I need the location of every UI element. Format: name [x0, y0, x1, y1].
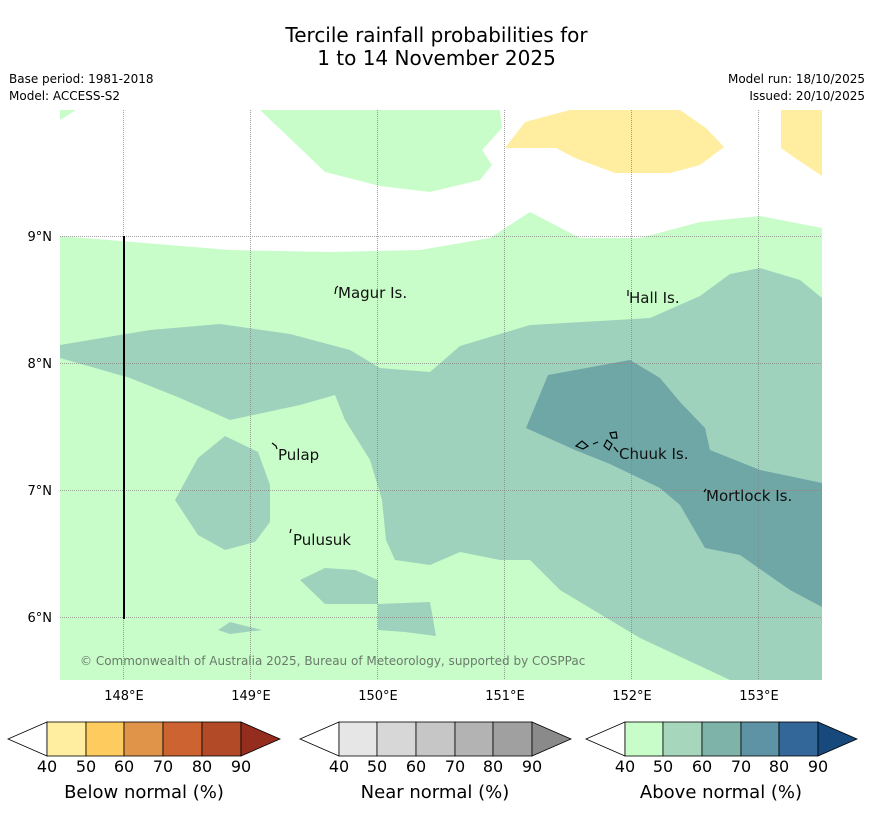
- colorbar-swatch: [46, 721, 87, 757]
- colorbar-swatch: [201, 721, 242, 757]
- colorbar-swatch: [624, 721, 664, 757]
- colorbar-swatch: [85, 721, 125, 757]
- colorbar-tick: 50: [367, 757, 387, 776]
- colorbar-extension-low: [298, 721, 340, 757]
- colorbar-tick: 70: [731, 757, 751, 776]
- colorbar-swatch: [123, 721, 164, 757]
- colorbar-swatch: [492, 721, 533, 757]
- issued-label: Issued: 20/10/2025: [749, 89, 865, 103]
- mortlock-island-shape: [703, 488, 707, 493]
- colorbar-title: Below normal (%): [64, 782, 224, 803]
- chuuk-lagoon-shape: [574, 431, 619, 453]
- x-tick-label: 150°E: [358, 689, 398, 704]
- colorbar-tick: 60: [692, 757, 712, 776]
- probability-field: [60, 110, 822, 680]
- above-60-70-chuuk-region: [526, 360, 822, 607]
- x-tick-label: 151°E: [485, 689, 525, 704]
- above-50-60-south-blob-2: [378, 602, 436, 636]
- colorbar-extension-low: [6, 721, 48, 757]
- x-axis-labels: 148°E 149°E 150°E 151°E 152°E 153°E: [104, 689, 779, 704]
- colorbar-title: Near normal (%): [361, 782, 510, 803]
- colorbar-tick: 40: [37, 757, 57, 776]
- place-hall: Hall Is.: [629, 289, 680, 307]
- pulap-island-shape: [271, 442, 278, 450]
- colorbar-tick: 60: [406, 757, 426, 776]
- y-tick-label: 8°N: [28, 357, 53, 372]
- colorbar-extension-low: [584, 721, 626, 757]
- pulusuk-island-shape: [289, 528, 292, 534]
- colorbar-tick: 70: [445, 757, 465, 776]
- colorbar-swatch: [740, 721, 780, 757]
- colorbar-swatch: [454, 721, 494, 757]
- colorbar-swatch: [162, 721, 203, 757]
- colorbar-tick: 80: [483, 757, 503, 776]
- above-40-50-north-region: [260, 110, 502, 192]
- colorbar-swatch: [415, 721, 456, 757]
- above-50-60-small-blob: [218, 622, 262, 634]
- place-pulusuk: Pulusuk: [293, 531, 351, 549]
- model-label: Model: ACCESS-S2: [9, 89, 121, 103]
- colorbar-tick: 80: [769, 757, 789, 776]
- colorbar-extension-high: [240, 721, 282, 757]
- colorbar-tick: 50: [653, 757, 673, 776]
- copyright-notice: © Commonwealth of Australia 2025, Bureau…: [80, 654, 585, 668]
- title-line-1: Tercile rainfall probabilities for: [285, 23, 588, 47]
- place-magur: Magur Is.: [338, 284, 407, 302]
- magur-island-shape: [334, 285, 339, 295]
- colorbar-swatch: [778, 721, 819, 757]
- place-pulap: Pulap: [278, 446, 319, 464]
- place-chuuk: Chuuk Is.: [619, 445, 688, 463]
- model-run-label: Model run: 18/10/2025: [727, 72, 865, 86]
- colorbar-tick: 90: [522, 757, 542, 776]
- above-50-60-west-blob: [175, 436, 270, 550]
- colorbar-extension-high: [531, 721, 573, 757]
- gridlines: [60, 110, 822, 680]
- below-40-50-northeast-region: [781, 110, 822, 176]
- y-tick-label: 7°N: [28, 484, 53, 499]
- below-40-50-north-region: [505, 110, 724, 173]
- y-tick-label: 6°N: [28, 611, 53, 626]
- colorbar-tick: 60: [114, 757, 134, 776]
- y-tick-label: 9°N: [28, 230, 53, 245]
- colorbar-tick: 70: [153, 757, 173, 776]
- colorbar-tick: 40: [329, 757, 349, 776]
- colorbar-swatch: [376, 721, 417, 757]
- y-axis-labels: 9°N 8°N 7°N 6°N: [28, 230, 53, 626]
- above-50-60-south-blob-1: [300, 568, 378, 604]
- x-tick-label: 153°E: [739, 689, 779, 704]
- legend-below-normal: 40 50 60 70 80 90 Below normal (%): [6, 721, 282, 803]
- colorbar-swatch: [662, 721, 703, 757]
- colorbar-tick: 80: [192, 757, 212, 776]
- colorbar-title: Above normal (%): [640, 782, 802, 803]
- x-tick-label: 152°E: [612, 689, 652, 704]
- colorbar-tick: 90: [808, 757, 828, 776]
- x-tick-label: 148°E: [104, 689, 144, 704]
- base-period-label: Base period: 1981-2018: [9, 72, 154, 86]
- colorbar-tick: 90: [231, 757, 251, 776]
- above-40-50-northwest-corner: [60, 110, 76, 120]
- legend-above-normal: 40 50 60 70 80 90 Above normal (%): [584, 721, 859, 803]
- colorbar-extension-high: [817, 721, 859, 757]
- colorbar-swatch: [338, 721, 378, 757]
- island-outlines: [271, 285, 707, 534]
- colorbar-swatch: [701, 721, 742, 757]
- legend-near-normal: 40 50 60 70 80 90 Near normal (%): [298, 721, 573, 803]
- colorbar-tick: 40: [615, 757, 635, 776]
- title-line-2: 1 to 14 November 2025: [317, 46, 556, 70]
- place-mortlock: Mortlock Is.: [706, 487, 792, 505]
- colorbar-tick: 50: [76, 757, 96, 776]
- x-tick-label: 149°E: [231, 689, 271, 704]
